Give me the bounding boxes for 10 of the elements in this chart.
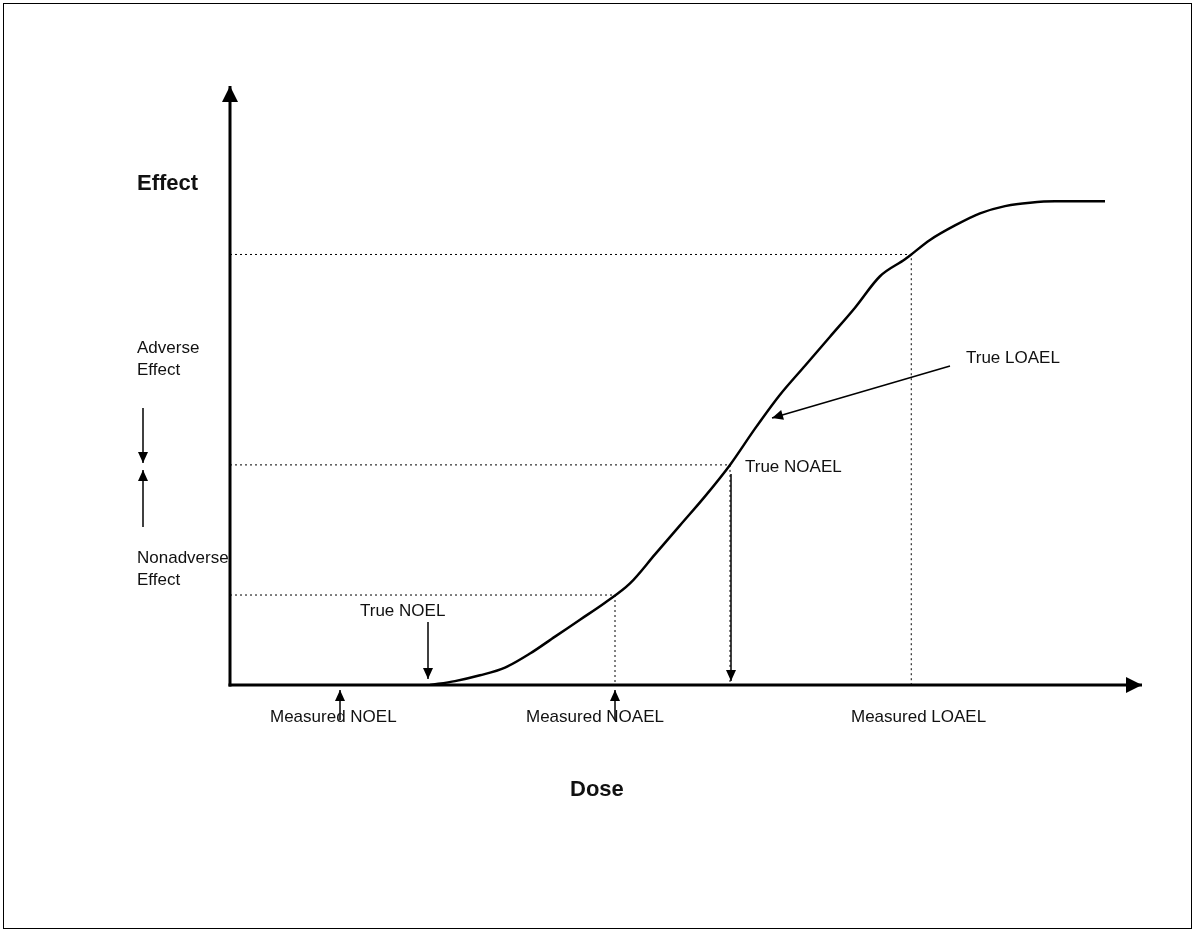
- text: Measured LOAEL: [851, 706, 987, 728]
- annotation: True LOAEL: [966, 347, 1060, 369]
- annotation: True NOAEL: [745, 456, 842, 478]
- text: Adverse Effect: [137, 337, 201, 381]
- annotation: True NOEL: [360, 600, 446, 622]
- y-axis-title: Effect: [137, 170, 199, 195]
- text: Measured NOAEL: [526, 706, 664, 728]
- text: Measured NOEL: [270, 706, 397, 728]
- annotation: Nonadverse Effect: [137, 547, 230, 591]
- x-axis-title: Dose: [570, 776, 624, 801]
